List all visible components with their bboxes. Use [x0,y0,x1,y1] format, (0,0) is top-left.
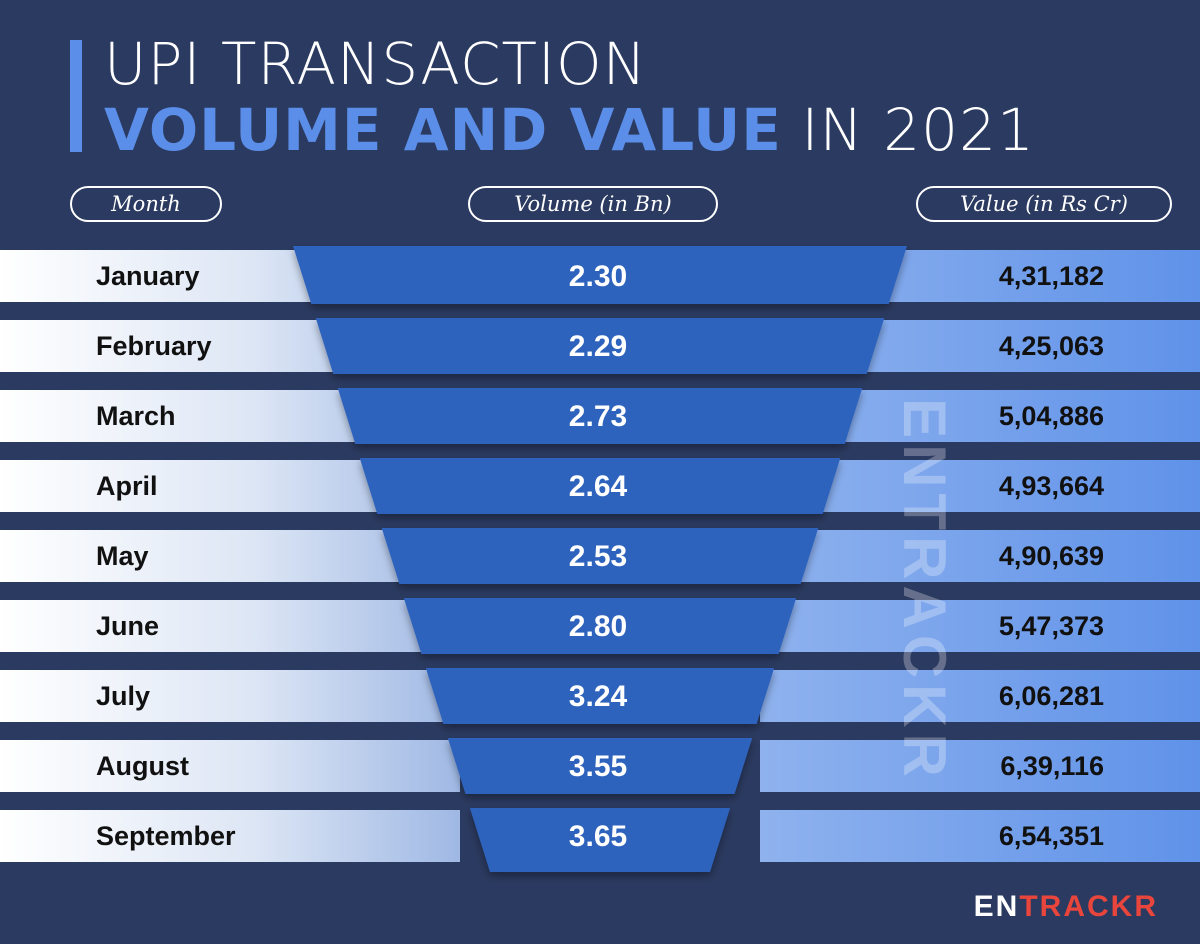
volume-funnel-segment-february [315,318,885,374]
volume-funnel-segment-april [359,458,841,514]
volume-label-march: 2.73 [569,400,627,433]
month-header: Month [70,186,222,222]
row-band-left-may [0,530,460,582]
month-label-january: January [96,261,200,291]
title-accent-bar [70,40,82,152]
volume-funnel-segment-march [337,388,863,444]
month-label-september: September [96,821,236,851]
volume-label-april: 2.64 [569,470,628,503]
title-rest: IN 2021 [781,96,1035,164]
value-label-july: 6,06,281 [999,681,1104,711]
value-label-february: 4,25,063 [999,331,1104,361]
volume-header: Volume (in Bn) [468,186,718,222]
volume-funnel-segment-june [403,598,797,654]
row-band-left-july [0,670,460,722]
title-line-1: UPI TRANSACTION [104,30,648,98]
volume-label-may: 2.53 [569,540,627,573]
row-band-right-may [760,530,1200,582]
value-label-june: 5,47,373 [999,611,1104,641]
entrackr-watermark: ENTRACKR [891,330,958,850]
month-label-june: June [96,611,159,641]
watermark-text: ENTRACKR [890,397,958,783]
row-band-right-july [760,670,1200,722]
row-band-left-september [0,810,460,862]
title-highlight: VOLUME AND VALUE [104,96,782,164]
value-label-january: 4,31,182 [999,261,1104,291]
value-label-march: 5,04,886 [999,401,1104,431]
row-band-left-august [0,740,460,792]
value-label-september: 6,54,351 [999,821,1104,851]
volume-label-june: 2.80 [569,610,627,643]
month-label-march: March [96,401,176,431]
value-header: Value (in Rs Cr) [916,186,1172,222]
volume-label-september: 3.65 [569,820,627,853]
volume-label-july: 3.24 [569,680,628,713]
month-label-august: August [96,751,189,781]
volume-funnel-segment-september [469,808,731,872]
value-label-may: 4,90,639 [999,541,1104,571]
row-band-right-september [760,810,1200,862]
volume-funnel-segment-january [293,246,907,304]
value-label-april: 4,93,664 [999,471,1104,501]
volume-funnel-segment-august [447,738,753,794]
row-band-left-june [0,600,460,652]
title-line-2: VOLUME AND VALUE IN 2021 [104,96,1035,164]
logo-part-1: EN [973,890,1020,923]
volume-funnel-segment-may [381,528,819,584]
month-label-april: April [96,471,158,501]
row-band-right-june [760,600,1200,652]
volume-label-august: 3.55 [569,750,627,783]
volume-label-january: 2.30 [569,260,627,293]
row-band-right-august [760,740,1200,792]
entrackr-logo: ENTRACKR [974,890,1158,924]
logo-part-2: TRACKR [1019,890,1158,923]
month-label-may: May [96,541,149,571]
month-label-february: February [96,331,212,361]
volume-funnel-segment-july [425,668,775,724]
month-label-july: July [96,681,150,711]
value-label-august: 6,39,116 [1000,751,1104,781]
volume-label-february: 2.29 [569,330,627,363]
